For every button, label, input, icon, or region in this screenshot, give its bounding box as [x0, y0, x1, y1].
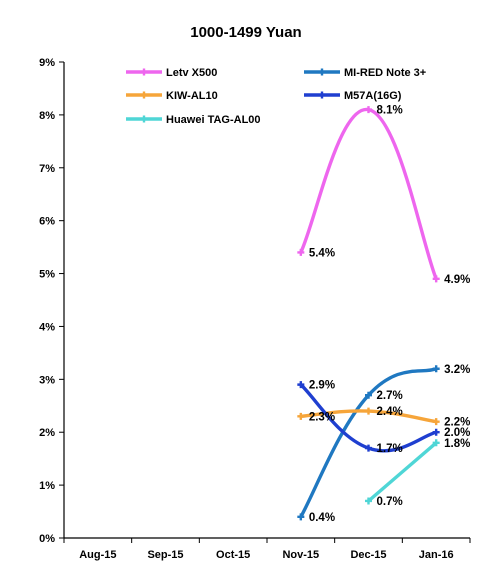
y-tick-label: 8% [39, 110, 55, 122]
data-point [432, 439, 440, 447]
data-point [297, 381, 305, 389]
x-tick-label: Oct-15 [216, 549, 250, 561]
y-tick-label: 2% [39, 427, 55, 439]
x-tick-label: Sep-15 [147, 549, 183, 561]
legend-label: MI-RED Note 3+ [344, 67, 426, 79]
y-tick-label: 5% [39, 269, 55, 281]
data-label: 3.2% [444, 364, 470, 376]
chart-title: 1000-1499 Yuan [190, 24, 302, 41]
data-point [432, 428, 440, 436]
legend-marker [318, 68, 326, 76]
data-point [432, 418, 440, 426]
data-label: 2.3% [309, 411, 335, 423]
data-point [365, 497, 372, 505]
y-tick-label: 1% [39, 480, 55, 492]
data-label: 5.4% [309, 247, 335, 259]
data-label: 1.8% [444, 438, 470, 450]
data-label: 2.4% [377, 406, 403, 418]
data-labels: 5.4% 8.1% 4.9% 0.4% 2.7% 3.2% 2.3% 2.4% 2.2% 2.9%… [309, 105, 471, 524]
x-tick-label: Jan-16 [419, 549, 454, 561]
y-tick-label: 4% [39, 321, 55, 333]
data-point [365, 407, 372, 415]
data-point [365, 391, 372, 399]
data-label: 1.7% [377, 443, 403, 455]
axes: 0% 1% 2% 3% 4% 5% 6% 7% 8% 9% Aug-15 Sep-15 Oct-15 No… [39, 57, 471, 561]
x-tick-label: Aug-15 [79, 549, 116, 561]
legend-label: Huawei TAG-AL00 [166, 114, 261, 126]
legend-label: KIW-AL10 [166, 90, 218, 102]
series-lines [297, 106, 440, 521]
x-tick-label: Nov-15 [282, 549, 319, 561]
legend-marker [140, 68, 148, 76]
data-point [432, 365, 440, 373]
data-label: 8.1% [377, 105, 403, 117]
legend-marker [318, 91, 326, 99]
data-point [297, 513, 305, 521]
data-label: 2.7% [377, 390, 403, 402]
legend-marker [140, 91, 148, 99]
legend-label: Letv X500 [166, 67, 217, 79]
y-tick-label: 3% [39, 374, 55, 386]
y-tick-label: 0% [39, 533, 55, 545]
x-tick-label: Dec-15 [350, 549, 386, 561]
legend: Letv X500 MI-RED Note 3+ KIW-AL10 M57A(16G)… [126, 67, 426, 126]
data-label: 2.9% [309, 380, 335, 392]
data-label: 2.2% [444, 417, 470, 429]
series-line [366, 441, 438, 503]
y-tick-label: 7% [39, 163, 55, 175]
data-point [365, 106, 372, 114]
data-label: 4.9% [444, 274, 470, 286]
legend-marker [140, 115, 148, 123]
y-tick-label: 9% [39, 57, 55, 69]
y-tick-label: 6% [39, 216, 55, 228]
data-label: 2.0% [444, 427, 470, 439]
data-point [365, 444, 372, 452]
data-point [297, 412, 305, 420]
legend-label: M57A(16G) [344, 90, 402, 102]
data-point [432, 275, 440, 283]
data-label: 0.4% [309, 512, 335, 524]
data-label: 0.7% [377, 496, 403, 508]
data-point [297, 248, 305, 256]
